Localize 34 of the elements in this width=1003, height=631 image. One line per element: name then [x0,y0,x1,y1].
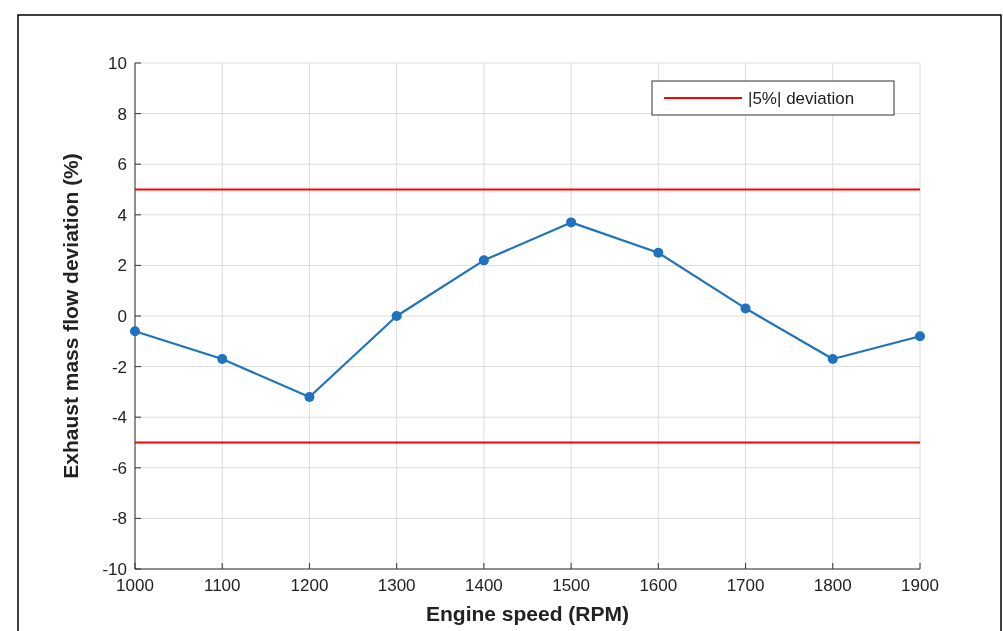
y-tick-label: -10 [102,559,127,579]
x-tick-label: 1000 [116,576,154,595]
y-tick-label: -4 [111,408,127,428]
point [130,326,140,337]
legend-label: |5%| deviation [748,88,855,108]
x-tick-label: 1500 [552,576,591,595]
y-tick-label: 0 [117,306,127,326]
y-tick-label: 10 [108,53,127,73]
y-tick-label: -6 [111,458,127,478]
point [478,255,489,266]
y-tick-label: 4 [117,205,127,225]
y-tick-label: -8 [111,509,127,529]
point [391,311,402,321]
y-tick-label: -2 [111,357,127,377]
point [915,331,925,342]
point [827,354,838,365]
x-tick-label: 1200 [290,576,329,595]
x-tick-label: 1300 [377,576,416,595]
point [217,354,228,365]
point [566,217,577,228]
point [740,303,751,314]
x-tick-label: 1800 [813,576,852,595]
y-tick-label: 8 [117,104,127,124]
y-axis-title: Exhaust mass flow deviation (%) [59,153,82,479]
x-tick-label: 1400 [464,576,503,595]
x-tick-label: 1700 [726,576,765,595]
x-tick-label: 1600 [639,576,678,595]
y-tick-label: 2 [117,256,127,276]
y-tick-label: 6 [117,155,127,175]
point [304,391,315,402]
point [653,247,664,258]
x-tick-label: 1900 [901,576,939,595]
x-tick-label: 1100 [203,576,241,595]
x-axis-title: Engine speed (RPM) [425,602,630,625]
